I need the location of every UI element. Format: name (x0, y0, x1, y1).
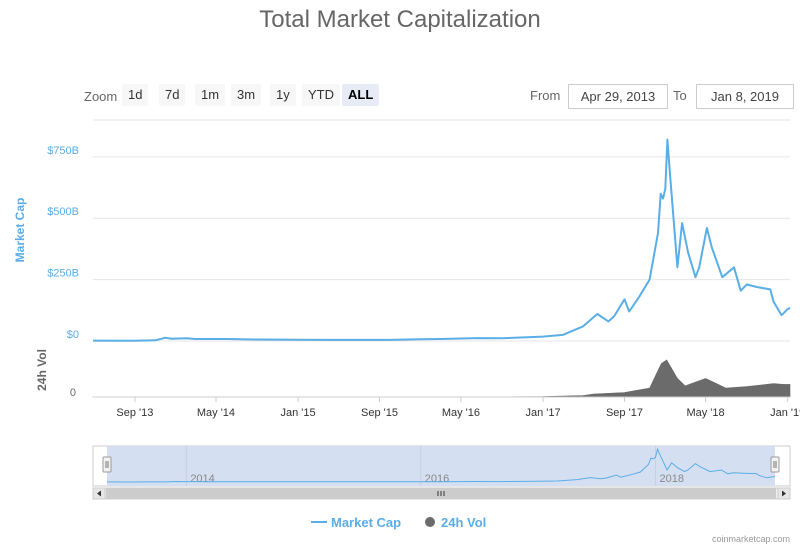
navigator-year-label: 2016 (425, 473, 449, 485)
x-tick-label: Sep '17 (606, 407, 643, 419)
zoom-7d-button[interactable]: 7d (159, 84, 186, 106)
range-from-input[interactable] (568, 84, 668, 109)
zoom-3m-button[interactable]: 3m (231, 84, 262, 106)
range-to-label: To (673, 88, 687, 103)
legend-24h-vol-symbol (425, 517, 435, 527)
legend-24h-vol[interactable]: 24h Vol (441, 515, 486, 530)
zoom-ytd-button[interactable]: YTD (302, 84, 340, 106)
navigator-selected-range[interactable] (107, 446, 775, 486)
x-tick-label: May '14 (197, 407, 235, 419)
zoom-all-button[interactable]: ALL (342, 84, 380, 106)
range-to-input[interactable] (696, 84, 794, 109)
chart-title: Total Market Capitalization (259, 6, 541, 33)
x-tick-label: May '18 (686, 407, 724, 419)
y-tick-label: $750B (47, 145, 79, 157)
y-tick-label: $500B (47, 206, 79, 218)
arrow-left-icon (97, 490, 101, 497)
zoom-1y-button[interactable]: 1y (270, 84, 296, 106)
x-tick-label: Sep '15 (361, 407, 398, 419)
navigator-year-label: 2014 (190, 473, 214, 485)
market-cap-series-line (92, 138, 791, 342)
x-tick-label: Sep '13 (116, 407, 153, 419)
y-tick-label: $250B (47, 268, 79, 280)
x-tick-label: Jan '15 (281, 407, 316, 419)
arrow-right-icon (782, 490, 786, 497)
zoom-1d-button[interactable]: 1d (122, 84, 149, 106)
navigator-left-handle[interactable] (102, 456, 112, 473)
volume-series-area (92, 359, 791, 398)
y-tick-label: $0 (67, 329, 79, 341)
x-tick-label: May '16 (442, 407, 480, 419)
legend-market-cap[interactable]: Market Cap (331, 515, 401, 530)
x-tick-label: Jan '19 (770, 407, 800, 419)
y-axis-title-market-cap: Market Cap (13, 198, 27, 263)
y2-tick-label: 0 (70, 387, 76, 399)
range-from-label: From (530, 88, 561, 103)
navigator-year-label: 2018 (660, 473, 684, 485)
zoom-1m-button[interactable]: 1m (195, 84, 226, 106)
navigator-series-line (106, 447, 776, 483)
zoom-label: Zoom (84, 89, 118, 104)
credit-link[interactable]: coinmarketcap.com (711, 534, 790, 544)
y-axis-title-24h-vol: 24h Vol (35, 349, 49, 391)
navigator-right-handle[interactable] (770, 456, 780, 473)
x-tick-label: Jan '17 (525, 407, 560, 419)
